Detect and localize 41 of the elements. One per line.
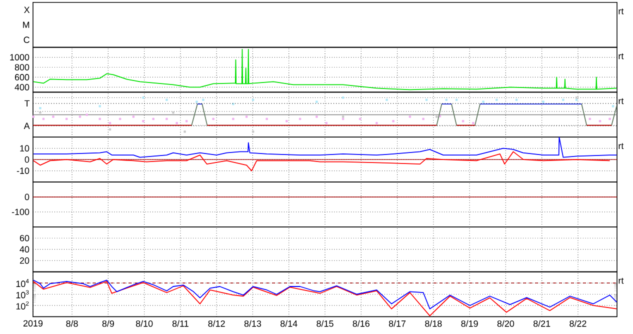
y-tick-label: 0	[24, 156, 30, 163]
x-tick-label: 8/21	[534, 320, 550, 327]
y-tick-label: 600	[14, 74, 30, 80]
x-tick-label: 2019	[23, 320, 43, 327]
text: C	[24, 36, 30, 43]
x-tick-label: 8/22	[570, 320, 586, 327]
x-tick-label: 8/16	[352, 320, 370, 327]
x-tick-label: 8/17	[388, 320, 406, 327]
text: A	[24, 122, 30, 129]
x-tick-label: 8/15	[316, 320, 334, 327]
text: T	[24, 100, 30, 107]
text: rt	[618, 98, 624, 104]
y-tick-label: -10	[16, 168, 30, 174]
y-tick-label: 0	[24, 194, 30, 200]
text: M	[23, 22, 30, 28]
x-tick-label: 8/8	[66, 320, 78, 327]
x-tick-label: 8/20	[497, 320, 514, 327]
y-tick-label: -100	[12, 208, 30, 216]
y-tick-label: 800	[14, 64, 30, 70]
x-tick-label: 8/10	[136, 320, 153, 327]
y-tick-label: 400	[14, 84, 30, 90]
y-tick-label: 10	[20, 145, 30, 152]
x-tick-label: 8/11	[172, 320, 188, 327]
y-tick-label: 10$^{2}$	[16, 301, 29, 310]
text: X	[24, 6, 30, 13]
text: rt	[618, 8, 624, 14]
x-tick-label: 8/19	[461, 320, 478, 327]
y-tick-label: 20	[20, 257, 30, 264]
x-tick-label: 8/18	[425, 320, 442, 327]
y-tick-label: 1000	[10, 54, 30, 60]
x-tick-label: 8/12	[208, 320, 225, 327]
text: rt	[618, 278, 624, 284]
x-tick-label: 8/9	[102, 320, 114, 327]
text: rt	[618, 53, 624, 60]
x-tick-label: 8/13	[244, 320, 262, 327]
x-tick-label: 8/14	[280, 320, 298, 327]
y-tick-label: 10$^{4}$	[16, 279, 29, 288]
y-tick-label: 60	[20, 234, 30, 242]
text: rt	[618, 143, 624, 150]
y-tick-label: 40	[20, 246, 30, 253]
y-tick-label: 10$^{3}$	[16, 290, 29, 298]
